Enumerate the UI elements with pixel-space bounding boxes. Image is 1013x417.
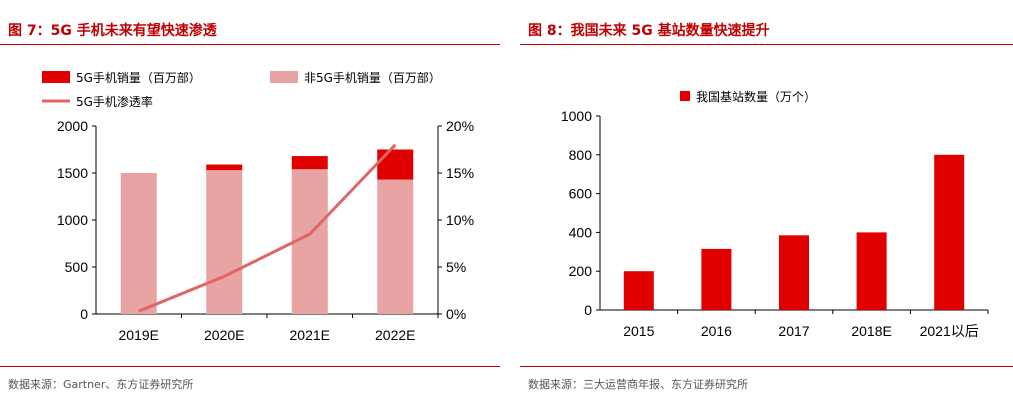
x-tick-label: 2020E	[204, 327, 244, 343]
penetration-line	[138, 143, 397, 313]
source-rule	[520, 366, 1013, 367]
x-tick-label: 2021以后	[920, 323, 979, 339]
y2-tick-label: 5%	[446, 259, 466, 275]
bar	[291, 156, 328, 170]
bar	[934, 154, 965, 310]
y-tick-label: 0	[584, 302, 592, 318]
chart-panel-base-stations: 图 8：我国未来 5G 基站数量快速提升 0 200 400 600 800 1000 20…	[520, 0, 1013, 417]
y2-tick-label: 10%	[446, 212, 474, 228]
chart-source: 数据来源：Gartner、东方证券研究所	[8, 378, 194, 391]
bar	[206, 164, 243, 171]
x-tick-label: 2018E	[851, 323, 891, 339]
legend-label: 5G手机销量（百万部）	[76, 70, 201, 85]
chart-panel-penetration: 图 7：5G 手机未来有望快速渗透 0 500 1000 1500 2000 0% 5% 10…	[0, 0, 500, 417]
y-tick-label: 0	[80, 306, 88, 322]
x-tick-label: 2019E	[119, 327, 159, 343]
bar	[120, 173, 157, 314]
y-tick-label: 600	[569, 186, 593, 202]
y2-tick-label: 15%	[446, 165, 474, 181]
y-tick-label: 200	[569, 263, 593, 279]
y2-tick-label: 20%	[446, 118, 474, 134]
bar	[779, 235, 809, 310]
bar	[377, 179, 414, 314]
y2-tick-label: 0%	[446, 306, 466, 322]
source-rule	[0, 366, 500, 367]
penetration-chart: 0 500 1000 1500 2000 0% 5% 10% 15% 20% 2019E 2020E 2…	[42, 70, 474, 343]
y-tick-label: 1000	[561, 108, 592, 124]
base-station-chart: 0 200 400 600 800 1000 2015 2016 2017 2018E 2021以后…	[561, 89, 989, 339]
bar	[856, 232, 887, 310]
legend-label: 非5G手机销量（百万部）	[304, 70, 441, 85]
chart-source: 数据来源：三大运营商年报、东方证券研究所	[528, 378, 748, 391]
legend-swatch	[42, 71, 70, 83]
bar	[206, 170, 243, 314]
x-tick-label: 2022E	[375, 327, 415, 343]
x-tick-label: 2021E	[290, 327, 330, 343]
title-rule	[0, 44, 500, 45]
y-tick-label: 800	[569, 147, 593, 163]
legend-label: 我国基站数量（万个）	[696, 89, 816, 104]
title-rule	[520, 44, 1013, 45]
legend-swatch	[680, 91, 690, 101]
y-tick-label: 1000	[57, 212, 88, 228]
y-tick-label: 500	[65, 259, 89, 275]
x-tick-label: 2016	[701, 323, 732, 339]
bar	[377, 149, 414, 180]
x-tick-label: 2015	[623, 323, 654, 339]
legend-label: 5G手机渗透率	[76, 94, 153, 109]
chart-title: 图 7：5G 手机未来有望快速渗透	[8, 23, 217, 39]
x-tick-label: 2017	[778, 323, 809, 339]
chart-title: 图 8：我国未来 5G 基站数量快速提升	[528, 23, 770, 39]
y-tick-label: 400	[569, 224, 593, 240]
bar	[623, 271, 654, 310]
y-tick-label: 1500	[57, 165, 88, 181]
y-tick-label: 2000	[57, 118, 88, 134]
bar	[701, 248, 732, 310]
legend-swatch	[270, 71, 298, 83]
